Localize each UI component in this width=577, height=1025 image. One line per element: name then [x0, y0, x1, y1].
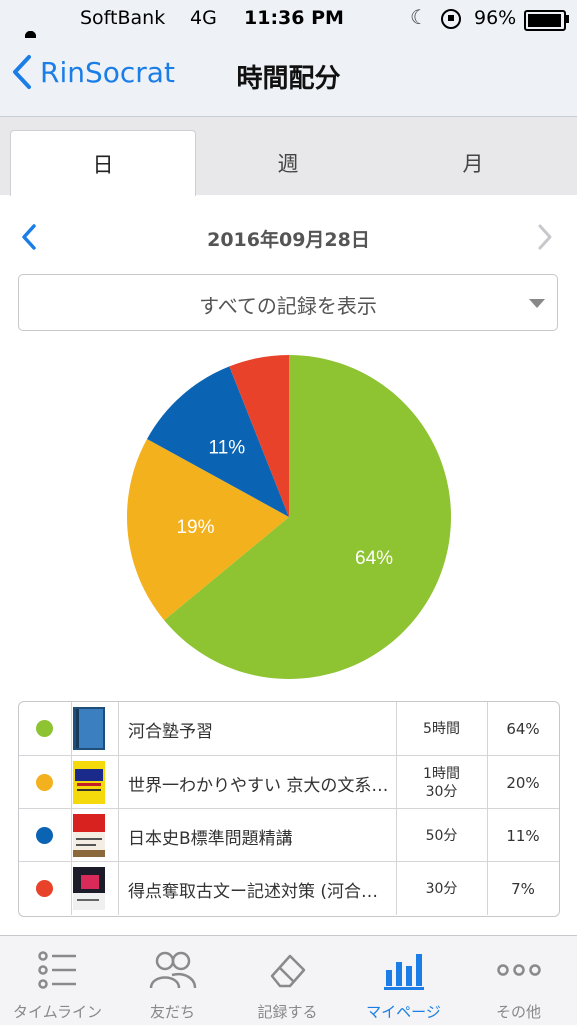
time-distribution-pie-chart: 64% 19% 11%	[127, 355, 451, 679]
legend-percent: 20%	[506, 773, 540, 792]
legend-title: 得点奪取古文ー記述対策 (河合塾シリーズ)	[128, 882, 390, 902]
tab-label: 友だち	[149, 1003, 195, 1021]
prev-date-button[interactable]	[20, 223, 38, 251]
legend-title: 世界一わかりやすい 京大の文系数学	[128, 776, 390, 796]
date-navigator: 2016年09月28日	[0, 215, 577, 259]
legend-color-dot	[36, 720, 53, 737]
pie-slice-label: 64%	[355, 548, 393, 569]
tab-friends[interactable]: 友だち	[115, 936, 230, 1025]
pie-slice	[127, 438, 289, 621]
legend-title: 日本史B標準問題精講	[128, 829, 293, 849]
nav-bar: RinSocrat 時間配分	[0, 38, 577, 117]
page-title: 時間配分	[236, 64, 341, 94]
pie-slice	[147, 366, 289, 517]
book-cover-icon	[73, 761, 105, 804]
book-cover-icon	[73, 867, 105, 910]
legend-row[interactable]: 河合塾予習 5時間 64%	[19, 702, 559, 755]
pie-slice-label: 19%	[176, 517, 214, 538]
tab-day[interactable]: 日	[10, 130, 196, 196]
list-icon	[37, 951, 76, 989]
legend-color-dot	[36, 880, 53, 897]
tab-label: タイムライン	[13, 1003, 102, 1021]
legend-time: 1時間 30分	[396, 756, 488, 809]
tab-week[interactable]: 週	[277, 151, 299, 176]
book-cover-icon	[73, 707, 105, 750]
tab-label: その他	[495, 1003, 541, 1021]
tab-mypage[interactable]: マイページ	[346, 936, 461, 1025]
chevron-down-icon	[529, 299, 545, 308]
battery-percent: 96%	[474, 7, 517, 29]
period-tabs: 日 週 月	[0, 117, 577, 196]
rotation-lock-icon	[441, 9, 461, 29]
tab-label: 記録する	[257, 1003, 318, 1021]
battery-icon	[524, 10, 566, 31]
tab-label: マイページ	[366, 1003, 441, 1021]
tab-timeline[interactable]: タイムライン	[0, 936, 115, 1025]
back-button[interactable]: RinSocrat	[12, 54, 175, 90]
pie-slice	[229, 355, 289, 517]
legend-color-dot	[36, 827, 53, 844]
legend-row[interactable]: 日本史B標準問題精講 50分 11%	[19, 808, 559, 862]
tab-more[interactable]: その他	[461, 936, 576, 1025]
friends-icon	[149, 951, 196, 989]
back-label: RinSocrat	[40, 55, 175, 89]
legend-percent: 11%	[506, 826, 540, 845]
more-icon	[496, 964, 541, 976]
current-date: 2016年09月28日	[207, 229, 370, 251]
network-label: 4G	[190, 7, 217, 29]
tab-month[interactable]: 月	[462, 151, 484, 176]
next-date-button[interactable]	[536, 223, 554, 251]
pie-slice-label: 11%	[209, 438, 246, 459]
eraser-icon	[270, 954, 305, 988]
legend-percent: 64%	[506, 719, 540, 738]
legend-time: 50分	[396, 809, 488, 862]
book-cover-icon	[73, 814, 105, 857]
legend-row[interactable]: 世界一わかりやすい 京大の文系数学 1時間 30分 20%	[19, 755, 559, 809]
legend-table: 河合塾予習 5時間 64% 世界一わかりやすい 京大の文系数学 1時間 30分 …	[18, 701, 560, 917]
tab-record[interactable]: 記録する	[230, 936, 345, 1025]
bottom-tab-bar: タイムライン 友だち 記録する	[0, 935, 577, 1025]
legend-time: 5時間	[396, 702, 488, 755]
clock: 11:36 PM	[244, 7, 344, 29]
carrier-label: SoftBank	[80, 7, 166, 29]
record-filter-select[interactable]: すべての記録を表示	[18, 274, 558, 331]
legend-title: 河合塾予習	[128, 722, 213, 742]
status-bar: SoftBank 4G 11:36 PM ☾ 96%	[0, 0, 577, 42]
chevron-left-icon	[13, 55, 31, 89]
legend-percent: 7%	[511, 879, 535, 898]
legend-time: 30分	[396, 862, 488, 915]
moon-icon: ☾	[410, 5, 428, 29]
pie-slice	[164, 355, 451, 679]
legend-color-dot	[36, 774, 53, 791]
filter-selected-value: すべての記録を表示	[199, 294, 377, 318]
bar-chart-icon	[383, 954, 424, 990]
legend-row[interactable]: 得点奪取古文ー記述対策 (河合塾シリーズ) 30分 7%	[19, 861, 559, 915]
